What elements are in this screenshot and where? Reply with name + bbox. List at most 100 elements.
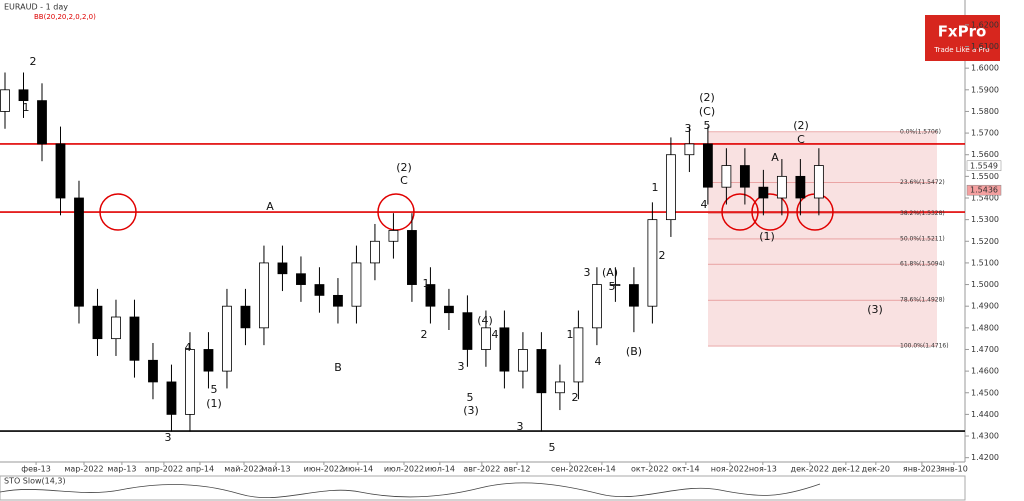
y-tick-label: 1.4400 [971, 410, 999, 419]
candle-body [702, 143, 713, 188]
candle-body [222, 305, 232, 372]
candle-body [259, 262, 269, 329]
fib-label: 38.2%(1.5328) [900, 210, 945, 217]
x-tick-label: мар-13 [107, 465, 136, 474]
stochastic-line [0, 482, 821, 499]
wave-label: (B) [626, 345, 642, 358]
brand-logo [925, 15, 1000, 61]
fib-label: 78.6%(1.4928) [900, 297, 945, 304]
price-tag-label: 1.5436 [970, 186, 998, 195]
wave-label: 5 [211, 383, 218, 396]
candle-body [148, 359, 158, 383]
wave-label: 3 [165, 431, 172, 444]
candle-body [203, 349, 214, 372]
wave-label: 5 [549, 441, 556, 454]
highlight-circle [377, 193, 415, 231]
candle-body [573, 327, 584, 383]
candle-body [407, 230, 417, 285]
price-tag [966, 160, 1002, 172]
wave-label: 1 [23, 101, 30, 114]
x-tick-label: июн-14 [343, 465, 373, 474]
wave-label: (2) [699, 91, 715, 104]
candle-body [592, 284, 602, 329]
highlight-circle [99, 193, 137, 231]
y-tick-label: 1.5700 [971, 129, 999, 138]
y-tick-label: 1.6000 [971, 64, 999, 73]
x-tick-label: сен-2022 [551, 465, 589, 474]
wave-label: A [771, 151, 779, 164]
x-tick-label: дек-12 [832, 465, 860, 474]
wave-label: C [400, 174, 408, 187]
y-tick-label: 1.4200 [971, 453, 999, 462]
y-tick-label: 1.5300 [971, 215, 999, 224]
candle-body [92, 305, 103, 340]
wave-label: 3 [685, 122, 692, 135]
x-tick-label: дек-20 [862, 465, 890, 474]
candle-body [296, 273, 306, 285]
candle-body [425, 284, 436, 307]
x-tick-label: мар-2022 [64, 465, 103, 474]
candle-body [628, 284, 639, 307]
indicator-legend: BB(20,20,2,0,2,0) [34, 13, 96, 21]
candle-body [55, 143, 66, 199]
candle-body [74, 197, 84, 307]
wave-label: A [266, 200, 274, 213]
wave-label: 4 [185, 341, 192, 354]
y-tick-label: 1.4600 [971, 367, 999, 376]
y-tick-label: 1.5900 [971, 85, 999, 94]
wave-label: B [334, 361, 342, 374]
x-tick-label: ноя-13 [749, 465, 777, 474]
fib-label: 23.6%(1.5472) [900, 179, 945, 186]
wave-label: 2 [659, 249, 666, 262]
wave-label: C [797, 133, 805, 146]
x-tick-label: дек-2022 [791, 465, 830, 474]
wave-label: (2) [396, 161, 412, 174]
price-tag [966, 184, 1002, 196]
x-tick-label: сен-14 [588, 465, 616, 474]
candle-body [37, 100, 47, 145]
x-tick-label: июн-2022 [304, 465, 344, 474]
y-tick-label: 1.5500 [971, 172, 999, 181]
candle-body [518, 349, 528, 372]
candle-body [111, 316, 121, 340]
x-tick-label: май-2022 [224, 465, 263, 474]
wave-label: 2 [421, 328, 428, 341]
wave-label: 1 [652, 181, 659, 194]
wave-label: (1) [759, 230, 775, 243]
wave-label: 1 [567, 328, 574, 341]
price-tag-label: 1.5549 [970, 161, 998, 170]
candle-body [536, 349, 547, 394]
fib-label: 100.0%(1.4716) [900, 343, 949, 350]
x-tick-label: май-13 [261, 465, 290, 474]
wave-label: 5 [467, 391, 474, 404]
wave-label: 2 [572, 391, 579, 404]
fib-label: 0.0%(1.5706) [900, 128, 941, 135]
y-tick-label: 1.5200 [971, 237, 999, 246]
wave-label: 3 [584, 266, 591, 279]
wave-label: (1) [206, 397, 222, 410]
wave-label: (4) [477, 314, 493, 327]
x-tick-label: фев-13 [21, 465, 51, 474]
wave-label: 4 [701, 198, 708, 211]
highlight-circle [751, 193, 789, 231]
candle-body [277, 262, 288, 275]
candle-body [0, 89, 10, 112]
y-tick-label: 1.5400 [971, 194, 999, 203]
y-tick-label: 1.4900 [971, 302, 999, 311]
y-tick-label: 1.4500 [971, 388, 999, 397]
candle-body [370, 240, 380, 264]
wave-label: 3 [517, 420, 524, 433]
x-tick-label: янв-2023 [903, 465, 941, 474]
y-tick-label: 1.4300 [971, 432, 999, 441]
wave-label: (2) [793, 119, 809, 132]
wave-label: 1 [423, 277, 430, 290]
x-tick-label: ноя-2022 [711, 465, 749, 474]
wave-label: 5 [609, 280, 616, 293]
candle-body [18, 89, 29, 102]
fib-label: 50.0%(1.5211) [900, 235, 945, 242]
candle-body [333, 294, 343, 307]
candle-body [610, 284, 621, 286]
candle-body [444, 305, 454, 314]
wave-label: 5 [704, 119, 711, 132]
y-tick-label: 1.6200 [971, 20, 999, 29]
